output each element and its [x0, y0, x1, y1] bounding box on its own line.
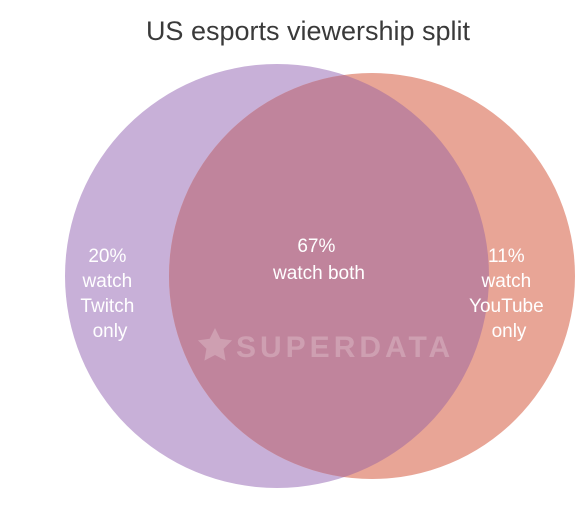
youtube-only-label: 11% watch YouTube only [469, 246, 549, 342]
watermark-text: SUPERDATA [236, 331, 454, 364]
overlap-label: 67% watch both [272, 236, 365, 284]
twitch-only-percent: 20% [88, 246, 126, 267]
twitch-only-line3: Twitch [80, 296, 134, 317]
chart-title: US esports viewership split [146, 16, 471, 46]
twitch-only-label: 20% watch Twitch only [80, 246, 139, 342]
overlap-percent: 67% [297, 236, 335, 257]
youtube-only-line4: only [492, 321, 527, 342]
watermark: SUPERDATA [197, 328, 454, 364]
star-icon [197, 328, 233, 361]
twitch-only-line4: only [93, 321, 128, 342]
youtube-only-line3: YouTube [469, 296, 544, 317]
youtube-only-line2: watch [481, 271, 532, 292]
youtube-only-percent: 11% [488, 246, 525, 267]
twitch-only-line2: watch [82, 271, 133, 292]
overlap-line2: watch both [272, 263, 365, 284]
